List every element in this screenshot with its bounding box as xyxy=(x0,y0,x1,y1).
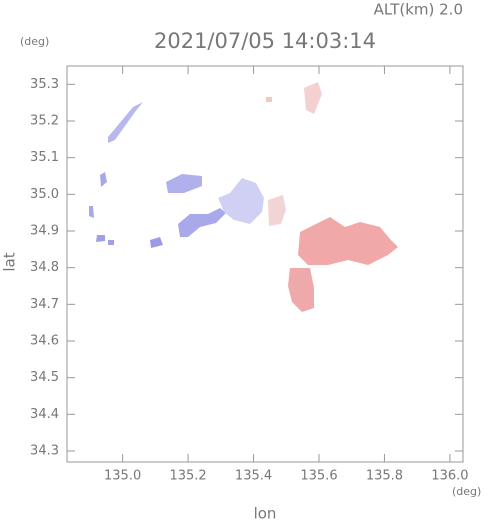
echo-region xyxy=(150,237,163,248)
y-tick-label: 35.0 xyxy=(30,187,59,202)
chart-title: 2021/07/05 14:03:14 xyxy=(154,29,376,53)
x-tick-label: 136.0 xyxy=(431,469,468,484)
y-unit: (deg) xyxy=(20,35,49,48)
x-unit: (deg) xyxy=(452,485,481,498)
echo-region xyxy=(108,240,114,245)
echo-region xyxy=(100,172,107,187)
y-tick-label: 35.3 xyxy=(30,77,59,92)
x-axis-label: lon xyxy=(254,505,277,521)
echo-region xyxy=(268,195,286,226)
echo-region xyxy=(304,82,322,114)
y-tick-label: 34.5 xyxy=(30,370,59,385)
echo-region xyxy=(218,178,264,224)
x-tick-label: 135.8 xyxy=(366,469,403,484)
x-tick-label: 135.6 xyxy=(300,469,337,484)
y-tick-label: 34.9 xyxy=(30,224,59,239)
echo-region xyxy=(89,206,94,218)
echo-region xyxy=(266,97,272,102)
y-tick-label: 34.4 xyxy=(30,407,59,422)
y-axis-label: lat xyxy=(1,252,19,271)
plot-frame xyxy=(66,65,464,463)
echo-region xyxy=(298,217,398,265)
echo-region xyxy=(96,235,105,242)
echo-region xyxy=(288,268,314,312)
x-tick-label: 135.4 xyxy=(235,469,272,484)
altitude-label: ALT(km) 2.0 xyxy=(374,1,463,19)
x-tick-label: 135.0 xyxy=(104,469,141,484)
y-tick-label: 35.2 xyxy=(30,114,59,129)
echo-region xyxy=(166,174,202,193)
x-tick-label: 135.2 xyxy=(169,469,206,484)
y-tick-label: 35.1 xyxy=(30,150,59,165)
y-tick-label: 34.6 xyxy=(30,334,59,349)
y-tick-label: 34.3 xyxy=(30,444,59,459)
echo-region xyxy=(178,208,226,237)
echo-region xyxy=(108,102,143,143)
y-tick-label: 34.8 xyxy=(30,260,59,275)
y-tick-label: 34.7 xyxy=(30,297,59,312)
echo-regions xyxy=(89,82,398,312)
